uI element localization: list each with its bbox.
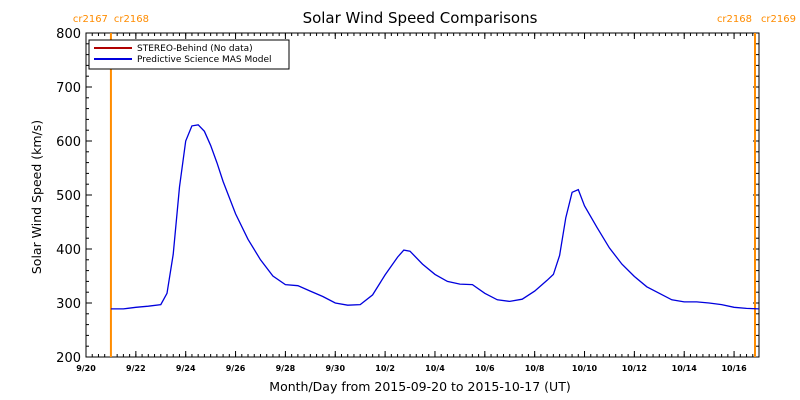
carrington-markers: cr2167 cr2168 cr2168 cr2169 <box>73 14 796 357</box>
x-tick-label: 10/14 <box>672 364 698 373</box>
series-line <box>110 124 760 310</box>
y-tick-label: 800 <box>56 27 81 42</box>
y-tick-label: 600 <box>56 135 81 150</box>
x-tick-label: 10/10 <box>572 364 598 373</box>
y-tick-label: 400 <box>56 243 81 258</box>
x-tick-label: 10/2 <box>375 364 395 373</box>
x-tick-label: 9/30 <box>325 364 345 373</box>
x-axis-label: Month/Day from 2015-09-20 to 2015-10-17 … <box>269 379 570 394</box>
legend-label: Predictive Science MAS Model <box>137 55 272 65</box>
y-axis-label: Solar Wind Speed (km/s) <box>29 120 44 274</box>
x-tick-label: 10/6 <box>475 364 495 373</box>
carrington-label-right: cr2169 <box>761 14 796 25</box>
x-tick-label: 9/28 <box>276 364 296 373</box>
carrington-label-left: cr2168 <box>717 14 752 25</box>
legend-label: STEREO-Behind (No data) <box>137 44 253 54</box>
x-tick-label: 10/16 <box>721 364 747 373</box>
x-tick-label: 10/8 <box>525 364 545 373</box>
y-tick-label: 700 <box>56 81 81 96</box>
x-tick-label: 9/24 <box>176 364 196 373</box>
x-tick-label: 9/20 <box>76 364 96 373</box>
chart-title: Solar Wind Speed Comparisons <box>303 9 538 27</box>
carrington-label-left: cr2167 <box>73 14 108 25</box>
y-tick-label: 200 <box>56 351 81 366</box>
x-tick-label: 10/12 <box>622 364 647 373</box>
x-tick-label: 10/4 <box>425 364 445 373</box>
x-tick-label: 9/26 <box>226 364 246 373</box>
series-layer <box>110 124 760 310</box>
y-tick-label: 500 <box>56 189 81 204</box>
carrington-label-right: cr2168 <box>114 14 149 25</box>
legend-box <box>88 39 290 70</box>
plot-frame <box>85 32 760 358</box>
axes: 200 300 400 500 600 700 800 9/20 9/22 9/24 9/26 9/2… <box>56 27 760 373</box>
y-tick-label: 300 <box>56 297 81 312</box>
x-tick-label: 9/22 <box>126 364 146 373</box>
legend: STEREO-Behind (No data)Predictive Scienc… <box>88 39 290 70</box>
